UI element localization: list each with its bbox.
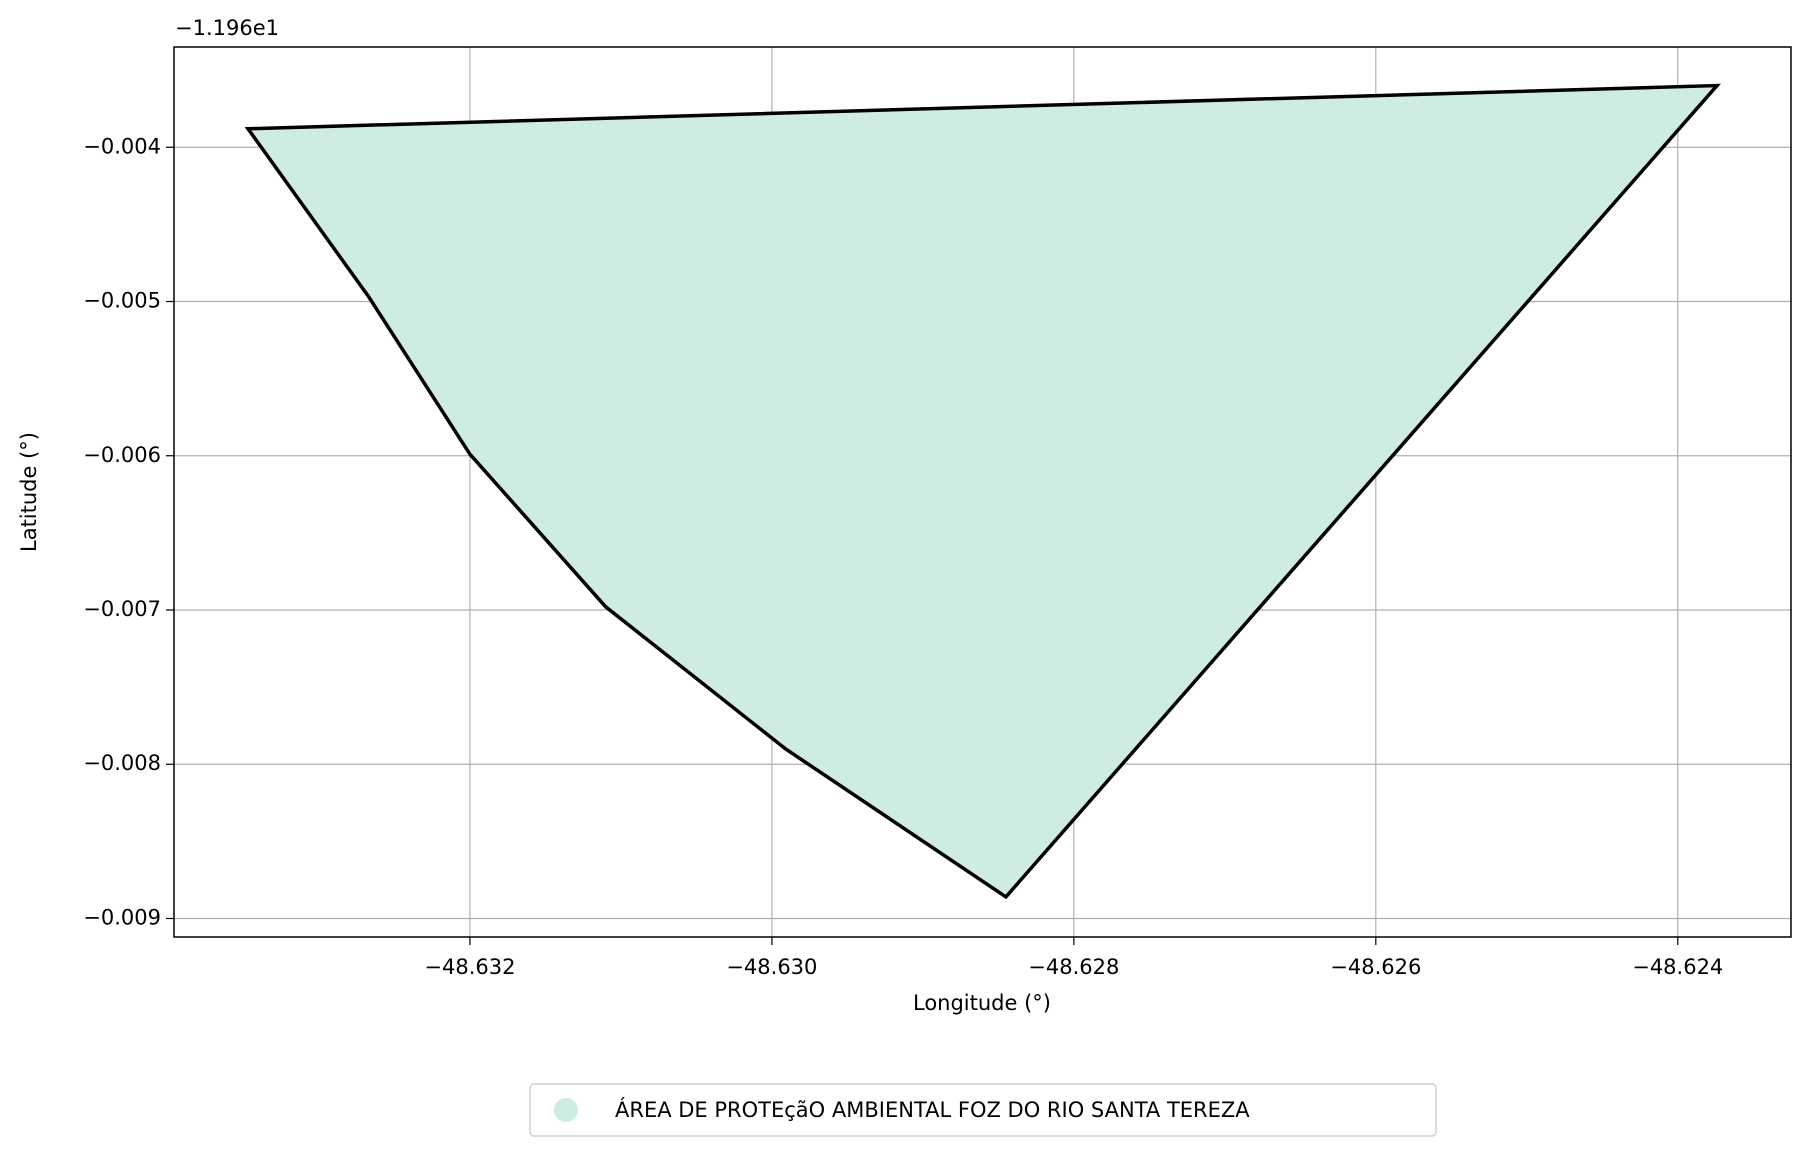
y-tick-label: −0.006 (83, 443, 161, 467)
legend: ÁREA DE PROTEçãO AMBIENTAL FOZ DO RIO SA… (529, 1083, 1437, 1137)
x-tick-label: −48.628 (1028, 955, 1119, 979)
polygon (244, 83, 1721, 900)
plot-frame (173, 46, 1792, 938)
x-axis-label: Longitude (°) (913, 991, 1051, 1015)
x-tick-label: −48.624 (1632, 955, 1723, 979)
x-tick-label: −48.626 (1330, 955, 1421, 979)
x-tick-label: −48.632 (424, 955, 515, 979)
y-tick-label: −0.009 (83, 905, 161, 929)
legend-label: ÁREA DE PROTEçãO AMBIENTAL FOZ DO RIO SA… (615, 1097, 1250, 1122)
legend-box (529, 1083, 1437, 1137)
y-tick-label: −0.007 (83, 597, 161, 621)
y-tick-label: −0.008 (83, 751, 161, 775)
y-tick-label: −0.004 (83, 134, 161, 158)
y-offset-label: −1.196e1 (175, 16, 279, 40)
y-axis-label: Latitude (°) (17, 432, 41, 552)
legend-marker (554, 1098, 578, 1122)
y-tick-label: −0.005 (83, 289, 161, 313)
x-tick-label: −48.630 (726, 955, 817, 979)
